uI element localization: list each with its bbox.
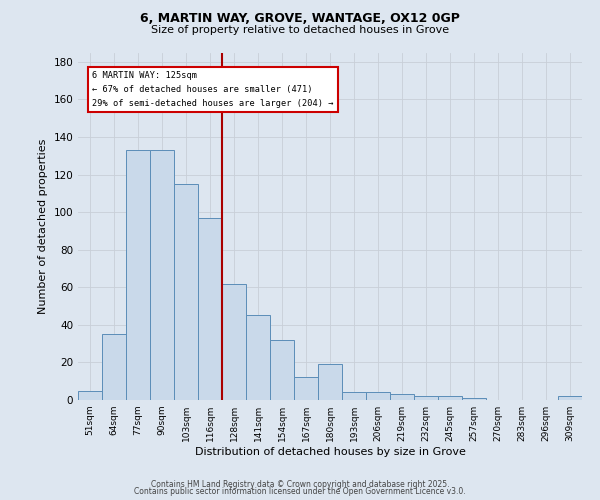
Bar [438, 396, 462, 400]
Bar [222, 284, 246, 400]
Bar [174, 184, 198, 400]
Text: Contains HM Land Registry data © Crown copyright and database right 2025.: Contains HM Land Registry data © Crown c… [151, 480, 449, 489]
Bar [198, 218, 222, 400]
Bar [294, 378, 318, 400]
Bar [558, 396, 582, 400]
X-axis label: Distribution of detached houses by size in Grove: Distribution of detached houses by size … [194, 447, 466, 457]
Bar [102, 334, 126, 400]
Text: 6 MARTIN WAY: 125sqm
← 67% of detached houses are smaller (471)
29% of semi-deta: 6 MARTIN WAY: 125sqm ← 67% of detached h… [92, 72, 334, 108]
Y-axis label: Number of detached properties: Number of detached properties [38, 138, 48, 314]
Bar [342, 392, 366, 400]
Bar [270, 340, 294, 400]
Text: 6, MARTIN WAY, GROVE, WANTAGE, OX12 0GP: 6, MARTIN WAY, GROVE, WANTAGE, OX12 0GP [140, 12, 460, 26]
Bar [246, 316, 270, 400]
Bar [462, 398, 486, 400]
Bar [126, 150, 150, 400]
Bar [78, 390, 102, 400]
Bar [366, 392, 390, 400]
Bar [390, 394, 414, 400]
Text: Size of property relative to detached houses in Grove: Size of property relative to detached ho… [151, 25, 449, 35]
Text: Contains public sector information licensed under the Open Government Licence v3: Contains public sector information licen… [134, 488, 466, 496]
Bar [414, 396, 438, 400]
Bar [318, 364, 342, 400]
Bar [150, 150, 174, 400]
